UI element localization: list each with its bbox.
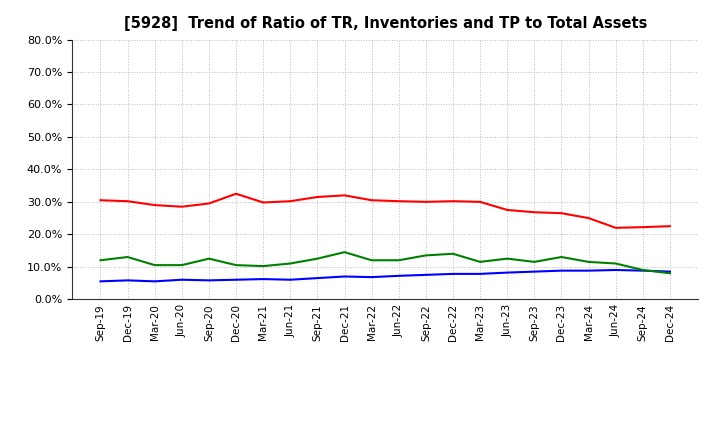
Trade Receivables [449,198,457,204]
Trade Payables [395,258,403,263]
Trade Receivables [286,198,294,204]
Trade Receivables [96,198,105,203]
Trade Payables [313,256,322,261]
Trade Payables [611,261,620,266]
Trade Receivables [421,199,430,205]
Inventories [611,268,620,273]
Inventories [665,269,674,274]
Inventories [341,274,349,279]
Trade Payables [557,254,566,260]
Inventories [503,270,511,275]
Trade Receivables [150,202,159,208]
Inventories [150,279,159,284]
Inventories [584,268,593,273]
Trade Payables [476,259,485,264]
Trade Payables [584,259,593,264]
Line: Trade Receivables: Trade Receivables [101,194,670,228]
Inventories [259,276,268,282]
Trade Receivables [611,225,620,231]
Inventories [530,269,539,274]
Trade Receivables [530,209,539,215]
Trade Payables [341,249,349,255]
Trade Receivables [665,224,674,229]
Trade Receivables [639,224,647,230]
Trade Receivables [232,191,240,196]
Trade Receivables [557,211,566,216]
Trade Payables [150,263,159,268]
Inventories [313,275,322,281]
Trade Receivables [367,198,376,203]
Title: [5928]  Trend of Ratio of TR, Inventories and TP to Total Assets: [5928] Trend of Ratio of TR, Inventories… [124,16,647,32]
Line: Trade Payables: Trade Payables [101,252,670,273]
Trade Payables [530,259,539,264]
Trade Payables [665,271,674,276]
Inventories [449,271,457,276]
Inventories [639,268,647,273]
Trade Payables [259,264,268,269]
Inventories [232,277,240,282]
Trade Payables [367,258,376,263]
Trade Receivables [395,198,403,204]
Inventories [123,278,132,283]
Inventories [204,278,213,283]
Trade Receivables [204,201,213,206]
Trade Payables [503,256,511,261]
Inventories [286,277,294,282]
Inventories [476,271,485,276]
Trade Payables [123,254,132,260]
Trade Receivables [503,207,511,213]
Trade Payables [421,253,430,258]
Inventories [557,268,566,273]
Line: Inventories: Inventories [101,270,670,281]
Trade Payables [96,258,105,263]
Trade Payables [449,251,457,257]
Inventories [96,279,105,284]
Trade Payables [178,263,186,268]
Inventories [178,277,186,282]
Trade Receivables [259,200,268,205]
Trade Receivables [476,199,485,205]
Trade Receivables [178,204,186,209]
Trade Receivables [123,198,132,204]
Trade Payables [204,256,213,261]
Trade Payables [639,268,647,273]
Inventories [395,273,403,279]
Inventories [367,275,376,280]
Trade Receivables [584,216,593,221]
Trade Receivables [313,194,322,200]
Trade Payables [232,263,240,268]
Trade Receivables [341,193,349,198]
Inventories [421,272,430,278]
Trade Payables [286,261,294,266]
